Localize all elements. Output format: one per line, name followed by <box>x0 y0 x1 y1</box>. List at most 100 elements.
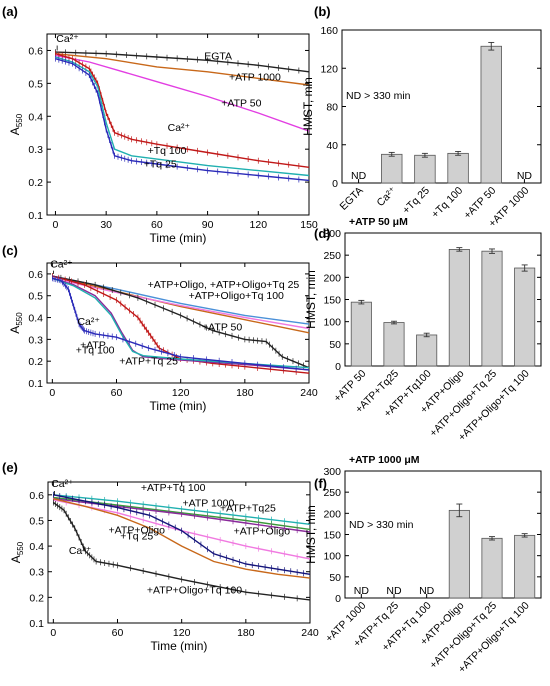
panel-label: (b) <box>314 4 331 19</box>
annotation: ND > 330 min <box>346 90 411 102</box>
annotation: +ATP+Oligo, +ATP+Oligo+Tq 25 <box>148 279 300 291</box>
y-axis-label: HMST, min <box>301 77 315 136</box>
series-line <box>52 275 310 374</box>
bar <box>448 509 470 599</box>
bar <box>350 301 372 367</box>
bar <box>514 534 536 599</box>
bar <box>514 267 536 367</box>
x-tick-label: 60 <box>111 387 123 399</box>
bar-panel: (f) +ATP 1000 μM 0 50 100 150 200 250 300 HMST, m… <box>304 454 542 675</box>
x-tick-label: 240 <box>301 627 319 639</box>
series-line <box>55 53 310 86</box>
bar <box>416 334 438 367</box>
y-tick-label: 50 <box>329 572 341 584</box>
y-tick-label: 0.4 <box>29 541 44 553</box>
annotation: +ATP 1000 <box>229 72 281 84</box>
series-line <box>53 498 311 579</box>
annotation: Ca²⁺ <box>69 545 92 557</box>
y-tick-label: 0.3 <box>29 567 44 579</box>
y-axis-label: HMST, min <box>304 270 318 329</box>
x-tick-label: 0 <box>49 387 55 399</box>
x-tick-label: 240 <box>300 387 318 399</box>
chart-title: +ATP 1000 μM <box>349 454 420 466</box>
annotation: +ATP+Tq25 <box>220 502 276 514</box>
series-line <box>55 51 310 73</box>
annotation: Ca²⁺ <box>51 478 74 490</box>
x-tick-label: 0 <box>53 219 59 231</box>
bar-label: ND <box>517 170 533 182</box>
annotation: +ATP+Tq 100 <box>141 482 206 494</box>
y-tick-label: 0.1 <box>29 618 44 630</box>
y-tick-label: 0.5 <box>28 291 43 303</box>
y-axis-label: A550 <box>9 541 25 563</box>
bar-label: ND <box>419 585 435 597</box>
x-tick-label: EGTA <box>338 185 366 213</box>
series-line <box>55 54 310 132</box>
plot-frame <box>344 232 542 367</box>
y-tick-label: 300 <box>323 466 341 478</box>
x-tick-label: 150 <box>300 219 318 231</box>
series-line <box>55 56 310 177</box>
x-tick-label: Ca²⁺ <box>374 184 399 209</box>
panel-label: (e) <box>2 460 18 475</box>
bar <box>447 152 469 184</box>
annotation: +ATP 50 <box>202 322 242 334</box>
y-tick-label: 0 <box>332 178 338 190</box>
x-tick-label: 60 <box>151 219 163 231</box>
x-tick-label: 120 <box>172 387 190 399</box>
y-tick-label: 0.5 <box>29 515 44 527</box>
y-axis-label: A550 <box>8 312 24 334</box>
x-axis-label: Time (min) <box>151 639 208 653</box>
y-tick-label: 150 <box>323 295 341 307</box>
annotation: +ATP+Oligo <box>234 526 291 538</box>
x-tick-label: +Tq 100 <box>429 185 465 221</box>
x-axis-label: Time (min) <box>150 231 207 245</box>
panel-label: (a) <box>2 4 18 19</box>
y-tick-label: 50 <box>329 339 341 351</box>
y-tick-label: 0 <box>335 361 341 373</box>
y-tick-label: 100 <box>323 317 341 329</box>
panel-label: (c) <box>2 243 18 258</box>
y-tick-label: 200 <box>323 272 341 284</box>
annotation: +Tq 100 <box>76 345 115 357</box>
annotation: +ATP <box>80 340 106 352</box>
y-tick-label: 0.4 <box>28 111 43 123</box>
y-tick-label: 0.3 <box>28 144 43 156</box>
plot-frame <box>46 33 310 216</box>
y-tick-label: 0.2 <box>29 592 44 604</box>
annotation: +ATP+Oligo+Tq 100 <box>189 290 284 302</box>
bar <box>448 249 470 367</box>
y-tick-label: 0.6 <box>29 490 44 502</box>
annotation: +ATP 1000 <box>182 497 234 509</box>
plot-frame <box>46 262 310 384</box>
x-tick-label: +Tq 25 <box>400 185 432 217</box>
y-tick-label: 0.2 <box>28 356 43 368</box>
y-tick-label: 0.3 <box>28 334 43 346</box>
bar-label: ND <box>354 585 370 597</box>
y-tick-label: 40 <box>326 140 338 152</box>
annotation: +ATP 50 <box>221 97 261 109</box>
line-panel: (a) 0 30 60 90 120 150 0.1 0.2 0.3 0.4 0.5 0.6 Time (… <box>2 4 318 245</box>
y-tick-label: 80 <box>326 102 338 114</box>
y-axis-label: A550 <box>8 113 24 135</box>
y-tick-label: 250 <box>323 250 341 262</box>
y-tick-label: 0 <box>335 593 341 605</box>
y-tick-label: 250 <box>323 487 341 499</box>
x-tick-label: 60 <box>112 627 124 639</box>
bar-label: ND <box>386 585 402 597</box>
y-tick-label: 0.2 <box>28 177 43 189</box>
line-panel: (e) 0 60 120 180 240 0.1 0.2 0.3 0.4 0.5 0.6 Time (m… <box>2 460 319 653</box>
x-tick-label: 30 <box>100 219 112 231</box>
y-axis-label: HMST, min <box>304 505 318 564</box>
annotation: Ca²⁺ <box>50 258 73 270</box>
x-tick-label: 0 <box>50 627 56 639</box>
y-tick-label: 200 <box>323 508 341 520</box>
annotation: +ATP+Oligo+Tq 100 <box>147 585 242 597</box>
annotation: ND > 330 min <box>349 519 414 531</box>
y-tick-label: 100 <box>323 551 341 563</box>
series-line <box>52 277 310 369</box>
annotation: Ca²⁺ <box>56 33 79 45</box>
annotation: +ATP+Oligo <box>109 524 166 536</box>
x-tick-label: 180 <box>236 387 254 399</box>
